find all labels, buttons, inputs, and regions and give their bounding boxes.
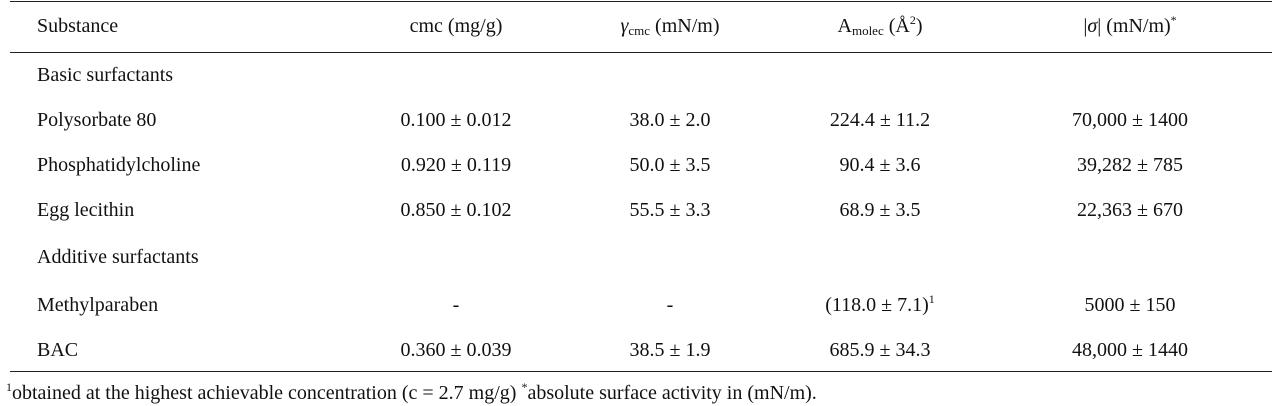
gamma-symbol: γ <box>620 15 629 37</box>
cell-cmc: 0.920 ± 0.119 <box>400 154 512 176</box>
amolec-unit-sup: 2 <box>909 13 916 27</box>
cell-gamma: 38.5 ± 1.9 <box>629 339 711 361</box>
amolec-subscript: molec <box>851 23 884 38</box>
table-header-rule <box>10 52 1272 53</box>
cell-gamma: - <box>666 294 674 316</box>
cell-cmc: 0.360 ± 0.039 <box>400 339 512 361</box>
header-substance: Substance <box>37 15 119 37</box>
cell-amolec: 90.4 ± 3.6 <box>839 154 921 176</box>
cell-cmc: 0.100 ± 0.012 <box>400 109 512 131</box>
sigma-sup: * <box>1170 13 1177 27</box>
cell-substance: Methylparaben <box>37 294 159 316</box>
footnote: 1obtained at the highest achievable conc… <box>6 381 817 405</box>
cell-sigma: 48,000 ± 1440 <box>1072 339 1188 361</box>
amolec-value: (118.0 ± 7.1) <box>825 294 929 316</box>
cell-amolec: 224.4 ± 11.2 <box>829 109 931 131</box>
footnote-mark-asterisk: * <box>521 380 528 394</box>
table-top-rule <box>10 1 1272 2</box>
cell-substance: Egg lecithin <box>37 199 135 221</box>
amolec-footnote-mark: 1 <box>928 292 935 306</box>
cell-amolec: (118.0 ± 7.1)1 <box>825 293 935 317</box>
cell-sigma: 70,000 ± 1400 <box>1072 109 1188 131</box>
footnote-text-2: absolute surface activity in (mN/m). <box>527 382 817 404</box>
header-cmc: cmc (mg/g) <box>409 15 503 37</box>
sigma-close: | (mN/m) <box>1097 15 1171 37</box>
cell-amolec: 685.9 ± 34.3 <box>829 339 931 361</box>
cell-gamma: 50.0 ± 3.5 <box>629 154 711 176</box>
sigma-open: | <box>1083 15 1088 37</box>
cell-substance: BAC <box>37 339 79 361</box>
amolec-unit-close: ) <box>915 15 923 37</box>
cell-cmc: - <box>452 294 460 316</box>
cell-substance: Polysorbate 80 <box>37 109 157 131</box>
footnote-text-1: obtained at the highest achievable conce… <box>12 382 522 404</box>
amolec-unit-open: (Å <box>883 15 910 37</box>
amolec-base: A <box>837 15 852 37</box>
cell-sigma: 39,282 ± 785 <box>1077 154 1183 176</box>
table-bottom-rule <box>10 371 1272 372</box>
cell-substance: Phosphatidylcholine <box>37 154 201 176</box>
cell-amolec: 68.9 ± 3.5 <box>839 199 921 221</box>
cell-gamma: 55.5 ± 3.3 <box>629 199 711 221</box>
cell-gamma: 38.0 ± 2.0 <box>629 109 711 131</box>
cell-sigma: 5000 ± 150 <box>1084 294 1176 316</box>
cell-cmc: 0.850 ± 0.102 <box>400 199 512 221</box>
gamma-subscript: cmc <box>628 23 651 38</box>
cell-sigma: 22,363 ± 670 <box>1077 199 1183 221</box>
sigma-symbol: σ <box>1087 15 1098 37</box>
header-sigma: |σ| (mN/m)* <box>1083 14 1176 38</box>
group-label-basic: Basic surfactants <box>37 64 174 86</box>
header-gamma-cmc: γcmc (mN/m) <box>621 14 720 38</box>
header-amolec: Amolec (Å2) <box>838 14 923 38</box>
gamma-unit: (mN/m) <box>650 15 720 37</box>
footnote-mark-1: 1 <box>6 380 12 394</box>
group-label-additive: Additive surfactants <box>37 246 199 268</box>
